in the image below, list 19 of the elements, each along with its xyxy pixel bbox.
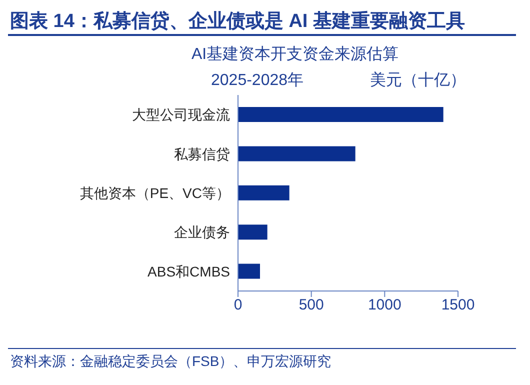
- x-axis-title: 美元（十亿）: [370, 70, 466, 91]
- y-tick-label: 其他资本（PE、VC等）: [80, 184, 230, 201]
- text: 资料来源：金融稳定委员会（FSB）、申万宏源研究: [10, 353, 332, 371]
- bar: [238, 185, 290, 200]
- x-tick-label: 1500: [441, 296, 475, 314]
- bar: [238, 107, 444, 122]
- y-tick-label: 企业债务: [174, 224, 230, 240]
- y-tick-label: ABS和CMBS: [148, 263, 230, 280]
- bar: [238, 146, 356, 162]
- bar: [238, 264, 260, 279]
- chart-subtitle: AI基建资本开支资金来源估算: [190, 44, 400, 65]
- x-tick-label: 500: [298, 296, 324, 314]
- y-tick-label: 大型公司现金流: [132, 106, 230, 123]
- text: 2025-2028年: [211, 71, 304, 91]
- x-tick-label: 0: [234, 296, 242, 314]
- x-tick-label: 1000: [368, 296, 402, 314]
- chart-title: 图表 14：私募信贷、企业债或是 AI 基建重要融资工具: [9, 10, 466, 34]
- y-tick-label: 私募信贷: [174, 146, 230, 162]
- bar: [238, 224, 268, 240]
